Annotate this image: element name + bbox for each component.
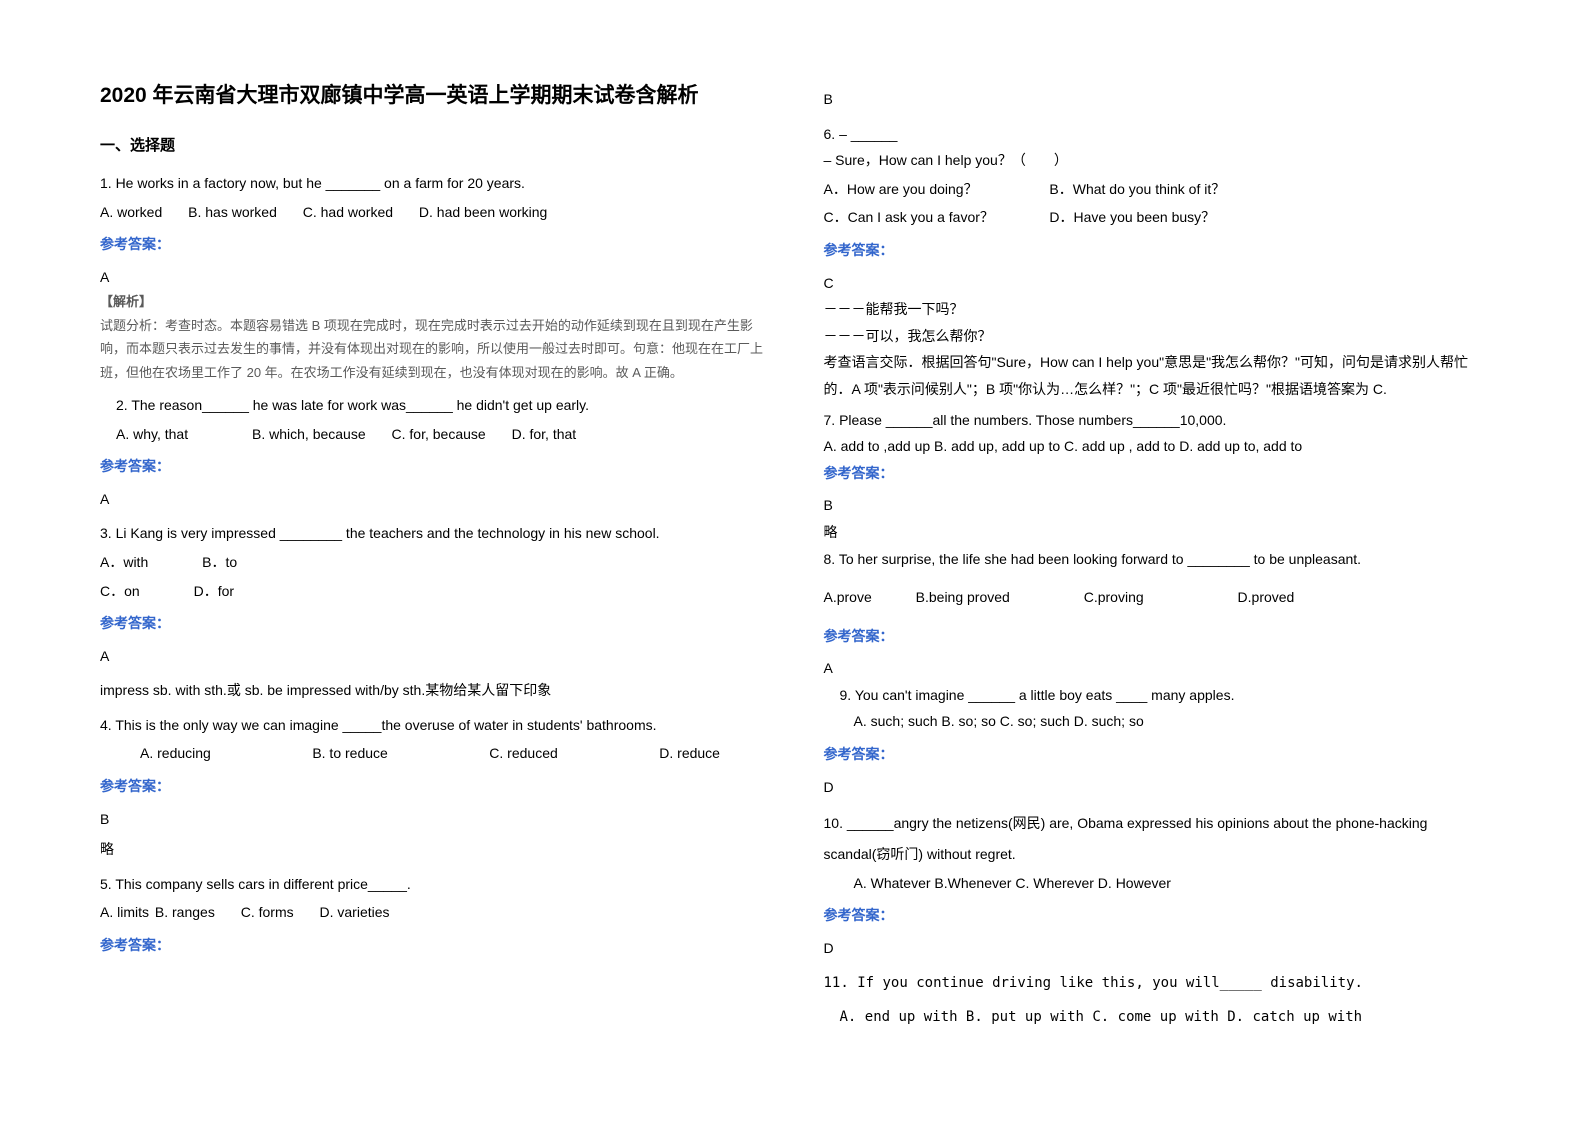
q2-answer: A xyxy=(100,486,764,513)
q10-text: 10. ______angry the netizens(网民) are, Ob… xyxy=(824,808,1488,870)
q3-optD: D．for xyxy=(194,578,234,605)
q6-options-row2: C．Can I ask you a favor？ D．Have you been… xyxy=(824,204,1488,231)
q4-optA: A. reducing xyxy=(140,740,211,767)
q10-answer: D xyxy=(824,935,1488,962)
q1-options: A. worked B. has worked C. had worked D.… xyxy=(100,199,764,226)
q6-exp3: 考查语言交际．根据回答句"Sure，How can I help you"意思是… xyxy=(824,349,1488,402)
exam-title: 2020 年云南省大理市双廊镇中学高一英语上学期期末试卷含解析 xyxy=(100,80,764,112)
q6-line1: 6. – ______ xyxy=(824,121,1488,148)
q6-line2: – Sure，How can I help you？（ ） xyxy=(824,147,1488,174)
answer-label: 参考答案： xyxy=(824,902,1488,929)
q4-answer: B xyxy=(100,806,764,833)
answer-label: 参考答案： xyxy=(100,932,764,959)
q6-optB: B．What do you think of it？ xyxy=(1049,176,1225,203)
q3-options-row2: C．on D．for xyxy=(100,578,764,605)
q8-optB: B.being proved xyxy=(916,584,1010,611)
q3-text: 3. Li Kang is very impressed ________ th… xyxy=(100,520,764,547)
q6-optA: A．How are you doing？ xyxy=(824,176,1024,203)
answer-label: 参考答案： xyxy=(824,237,1488,264)
q6-options-row1: A．How are you doing？ B．What do you think… xyxy=(824,176,1488,203)
q2-optC: C. for, because xyxy=(392,421,486,448)
q4-options: A. reducing B. to reduce C. reduced D. r… xyxy=(100,740,720,767)
q7-text: 7. Please ______all the numbers. Those n… xyxy=(824,407,1488,434)
q1-optA: A. worked xyxy=(100,199,162,226)
q4-text: 4. This is the only way we can imagine _… xyxy=(100,712,764,739)
q6-optC: C．Can I ask you a favor？ xyxy=(824,204,1024,231)
q7-opts: A. add to ,add up B. add up, add up to C… xyxy=(824,433,1488,460)
analysis-label: 【解析】 xyxy=(100,290,764,313)
q5-optB: B. ranges xyxy=(155,899,215,926)
q2-text: 2. The reason______ he was late for work… xyxy=(100,392,764,419)
answer-label: 参考答案： xyxy=(100,453,764,480)
q1-text: 1. He works in a factory now, but he ___… xyxy=(100,170,764,197)
answer-label: 参考答案： xyxy=(100,773,764,800)
q6-optD: D．Have you been busy？ xyxy=(1049,204,1215,231)
q8-optD: D.proved xyxy=(1238,584,1295,611)
section-heading: 一、选择题 xyxy=(100,132,764,161)
q8-options: A.prove B.being proved C.proving D.prove… xyxy=(824,584,1488,611)
answer-label: 参考答案： xyxy=(824,741,1488,768)
q5-optA: A. limits xyxy=(100,899,149,926)
q6-exp2: －－－可以，我怎么帮你？ xyxy=(824,323,1488,350)
q10-opts: A. Whatever B.Whenever C. Wherever D. Ho… xyxy=(824,870,1488,897)
q7-answer: B xyxy=(824,492,1488,519)
q3-optA: A．with xyxy=(100,549,148,576)
q5-options: A. limits B. ranges C. forms D. varietie… xyxy=(100,899,764,926)
q7-brief: 略 xyxy=(824,519,1488,546)
q8-text: 8. To her surprise, the life she had bee… xyxy=(824,546,1488,573)
q3-optC: C．on xyxy=(100,578,140,605)
answer-label: 参考答案： xyxy=(100,610,764,637)
q4-optC: C. reduced xyxy=(489,740,557,767)
q1-optC: C. had worked xyxy=(303,199,393,226)
q2-optD: D. for, that xyxy=(512,421,577,448)
q6-exp1: －－－能帮我一下吗？ xyxy=(824,296,1488,323)
right-column: B 6. – ______ – Sure，How can I help you？… xyxy=(824,80,1488,1082)
q2-options: A. why, that B. which, because C. for, b… xyxy=(100,421,764,448)
answer-label: 参考答案： xyxy=(100,231,764,258)
q11-opts: A. end up with B. put up with C. come up… xyxy=(824,1004,1488,1031)
answer-label: 参考答案： xyxy=(824,623,1488,650)
q8-optA: A.prove xyxy=(824,584,872,611)
q5-optC: C. forms xyxy=(241,899,294,926)
left-column: 2020 年云南省大理市双廊镇中学高一英语上学期期末试卷含解析 一、选择题 1.… xyxy=(100,80,764,1082)
q1-answer: A xyxy=(100,264,764,291)
q1-analysis: 试题分析：考查时态。本题容易错选 B 项现在完成时，现在完成时表示过去开始的动作… xyxy=(100,314,764,384)
q9-text: 9. You can't imagine ______ a little boy… xyxy=(824,682,1488,709)
q3-explanation: impress sb. with sth.或 sb. be impressed … xyxy=(100,677,764,704)
q3-options-row1: A．with B．to xyxy=(100,549,764,576)
q1-optD: D. had been working xyxy=(419,199,547,226)
q9-opts: A. such; such B. so; so C. so; such D. s… xyxy=(824,708,1488,735)
q6-answer: C xyxy=(824,270,1488,297)
q8-optC: C.proving xyxy=(1084,584,1144,611)
q9-answer: D xyxy=(824,774,1488,801)
q1-optB: B. has worked xyxy=(188,199,277,226)
q3-answer: A xyxy=(100,643,764,670)
q8-answer: A xyxy=(824,655,1488,682)
q4-optD: D. reduce xyxy=(659,740,720,767)
q2-optA: A. why, that xyxy=(116,421,188,448)
q4-optB: B. to reduce xyxy=(312,740,388,767)
q5-text: 5. This company sells cars in different … xyxy=(100,871,764,898)
answer-label: 参考答案： xyxy=(824,460,1488,487)
q5-answer: B xyxy=(824,86,1488,113)
q5-optD: D. varieties xyxy=(320,899,390,926)
q3-optB: B．to xyxy=(202,549,237,576)
q2-optB: B. which, because xyxy=(252,421,366,448)
q4-brief: 略 xyxy=(100,836,764,863)
q11-text: 11. If you continue driving like this, y… xyxy=(824,970,1488,997)
